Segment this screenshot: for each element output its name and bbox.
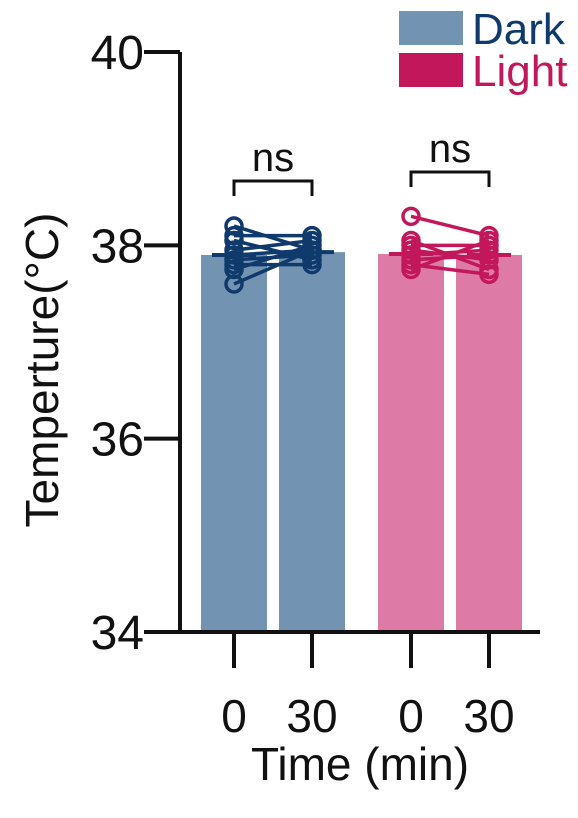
data-point-light-0-7: [401, 230, 421, 251]
bar-light-0: [378, 254, 444, 633]
bar-dark-30: [279, 252, 345, 632]
paired-line-light-7: [410, 238, 490, 272]
paired-line-dark-7: [233, 243, 313, 272]
significance-label-light: ns: [429, 127, 471, 171]
y-tick-label-40: 40: [91, 27, 144, 80]
data-point-light-30-7: [479, 259, 499, 280]
data-point-light-0-6: [401, 259, 421, 280]
data-point-light-0-0: [401, 206, 421, 227]
x-tick-label-dark-30: 30: [286, 690, 337, 742]
paired-line-light-0: [410, 214, 490, 238]
bar-light-30: [456, 255, 522, 632]
paired-line-dark-0: [233, 224, 313, 252]
significance-label-dark: ns: [252, 136, 294, 180]
legend-swatch-dark: [399, 11, 463, 45]
y-tick-label-38: 38: [91, 220, 144, 273]
legend-swatch-light: [399, 53, 463, 87]
data-point-light-30-6: [479, 230, 499, 251]
y-tick-label-34: 34: [91, 607, 144, 660]
y-tick-label-36: 36: [91, 414, 144, 467]
paired-line-dark-8: [233, 248, 313, 286]
y-axis-title: Temperture(°C): [16, 213, 68, 528]
x-tick-label-light-30: 30: [463, 690, 514, 742]
paired-line-dark-3: [233, 238, 313, 252]
significance-bracket-dark: [232, 179, 314, 196]
x-axis-title: Time (min): [251, 738, 469, 790]
data-point-dark-0-8: [224, 274, 244, 294]
legend-label-dark: Dark: [472, 5, 566, 54]
x-tick-label-light-0: 0: [398, 690, 424, 742]
bar-dark-0: [201, 255, 267, 632]
legend-label-light: Light: [472, 47, 567, 96]
x-tick-label-dark-0: 0: [221, 690, 247, 742]
significance-bracket-light: [409, 170, 491, 187]
